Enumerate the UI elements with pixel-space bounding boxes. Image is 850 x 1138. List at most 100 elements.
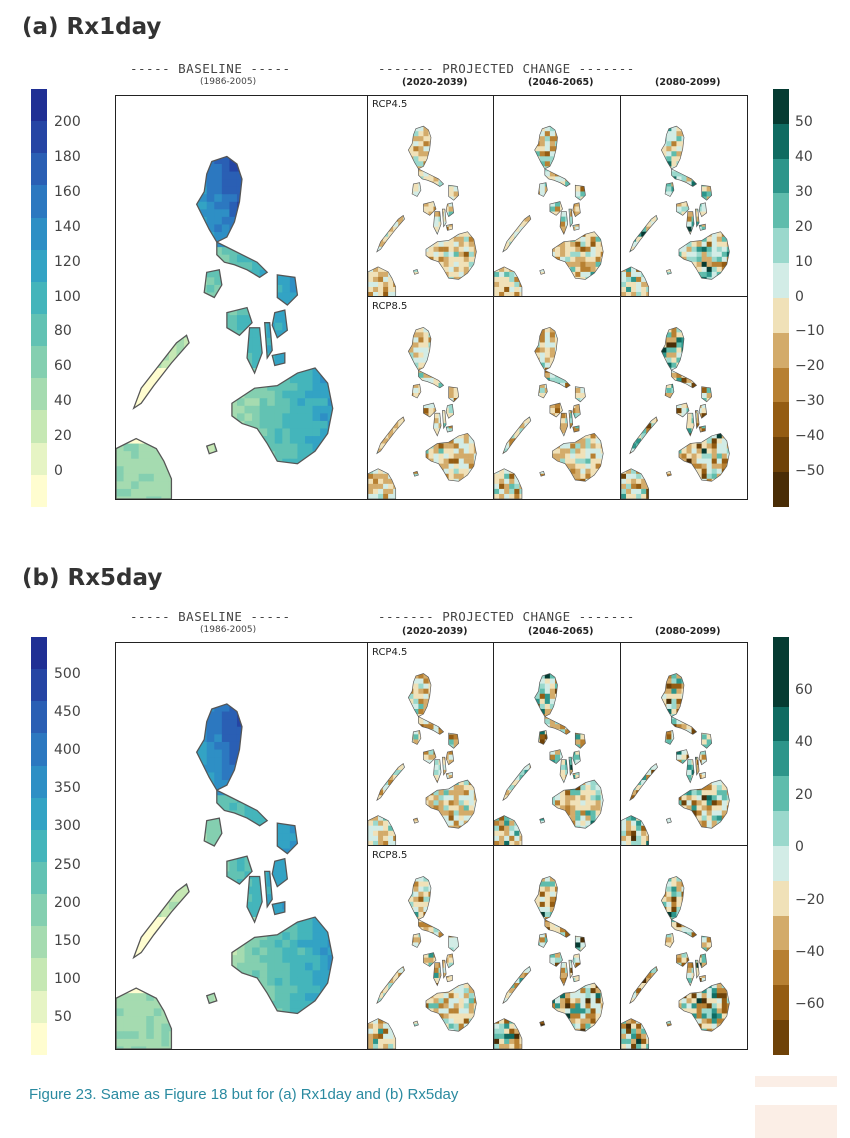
map-grid-cell: [191, 496, 200, 499]
map-grid-cell: [393, 111, 398, 116]
map-grid-cell: [636, 211, 642, 217]
map-grid-cell: [484, 186, 489, 191]
map-grid-cell: [418, 271, 424, 278]
map-grid-cell: [621, 191, 627, 197]
map-grid-cell: [274, 247, 283, 256]
map-grid-cell: [641, 166, 647, 172]
map-grid-cell: [651, 221, 657, 227]
map-grid-cell: [259, 179, 268, 188]
map-grid-cell: [154, 96, 162, 104]
map-grid-cell: [282, 111, 290, 119]
map-grid-cell: [565, 171, 571, 177]
map-grid-cell: [289, 262, 298, 271]
map-grid-cell: [529, 196, 535, 202]
map-grid-cell: [621, 161, 627, 167]
map-grid-cell: [686, 241, 692, 248]
map-grid-cell: [260, 126, 268, 134]
map-grid-cell: [544, 126, 551, 127]
map-grid-cell: [534, 281, 540, 288]
map-grid-cell: [274, 315, 283, 324]
map-grid-cell: [153, 322, 162, 331]
map-grid-cell: [570, 126, 576, 127]
map-grid-cell: [458, 146, 465, 152]
map-grid-cell: [305, 201, 314, 210]
map-grid-cell: [473, 126, 477, 127]
map-grid-cell: [504, 176, 510, 182]
map-grid-cell: [661, 171, 667, 177]
map-grid-cell: [661, 241, 667, 248]
map-grid-cell: [479, 272, 484, 277]
map-grid-cell: [479, 212, 484, 217]
map-grid-cell: [388, 166, 394, 172]
map-grid-cell: [282, 277, 291, 286]
map-grid-cell: [191, 488, 200, 497]
map-grid-cell: [575, 126, 581, 132]
map-grid-cell: [484, 232, 489, 237]
map-grid-cell: [146, 96, 154, 104]
map-grid-cell: [252, 126, 260, 134]
map-grid-cell: [221, 488, 230, 497]
map-grid-cell: [206, 405, 215, 414]
map-grid-cell: [554, 126, 561, 132]
map-grid-cell: [438, 151, 444, 157]
map-grid-cell: [413, 111, 418, 116]
map-grid-cell: [423, 271, 429, 278]
map-grid-cell: [494, 276, 500, 283]
map-grid-cell: [529, 231, 535, 237]
map-grid-cell: [297, 209, 306, 218]
map-grid-cell: [236, 360, 246, 369]
map-grid-cell: [544, 136, 551, 142]
coastline: [368, 266, 397, 297]
map-grid-cell: [722, 101, 727, 106]
map-grid-cell: [398, 286, 404, 293]
map-grid-cell: [221, 247, 230, 256]
map-grid-cell: [479, 186, 484, 191]
map-grid-cell: [499, 216, 505, 222]
map-grid-cell: [514, 156, 520, 162]
map-grid-cell: [494, 116, 499, 121]
map-grid-cell: [641, 256, 647, 263]
map-grid-cell: [504, 141, 510, 147]
map-grid-cell: [297, 232, 306, 241]
map-grid-cell: [529, 236, 535, 242]
map-grid-cell: [176, 375, 185, 384]
map-grid-cell: [514, 201, 520, 207]
map-grid-cell: [621, 261, 627, 268]
map-grid-cell: [681, 141, 687, 147]
map-grid-cell: [651, 276, 657, 283]
map-grid-cell: [443, 146, 449, 152]
map-grid-cell: [443, 156, 449, 162]
map-grid-cell: [433, 156, 439, 162]
map-grid-cell: [656, 281, 662, 288]
map-grid-cell: [221, 315, 230, 324]
map-grid-cell: [123, 300, 132, 309]
map-grid-cell: [449, 297, 454, 302]
map-grid-cell: [413, 131, 419, 137]
map-grid-cell: [519, 231, 525, 237]
map-grid-cell: [267, 383, 276, 392]
map-grid-cell: [252, 481, 261, 490]
map-grid-cell: [305, 352, 314, 361]
map-grid-cell: [711, 231, 718, 237]
map-grid-cell: [161, 420, 170, 429]
map-grid-cell: [585, 151, 591, 157]
map-grid-cell: [191, 352, 200, 361]
map-grid-cell: [297, 119, 305, 127]
map-grid-cell: [343, 360, 351, 368]
map-grid-cell: [413, 96, 418, 101]
colorbar-swatch: [773, 367, 789, 403]
map-grid-cell: [289, 254, 298, 263]
map-grid-cell: [549, 201, 556, 207]
map-grid-cell: [393, 141, 399, 147]
map-grid-cell: [320, 209, 329, 218]
map-grid-cell: [131, 194, 140, 203]
map-grid-cell: [138, 239, 147, 248]
map-grid-cell: [153, 398, 162, 407]
map-grid-cell: [398, 176, 404, 182]
map-grid-cell: [711, 181, 718, 187]
map-grid-cell: [398, 231, 404, 237]
map-grid-cell: [428, 156, 434, 162]
map-grid-cell: [484, 212, 489, 217]
map-grid-cell: [656, 261, 662, 268]
map-grid-cell: [252, 141, 260, 149]
